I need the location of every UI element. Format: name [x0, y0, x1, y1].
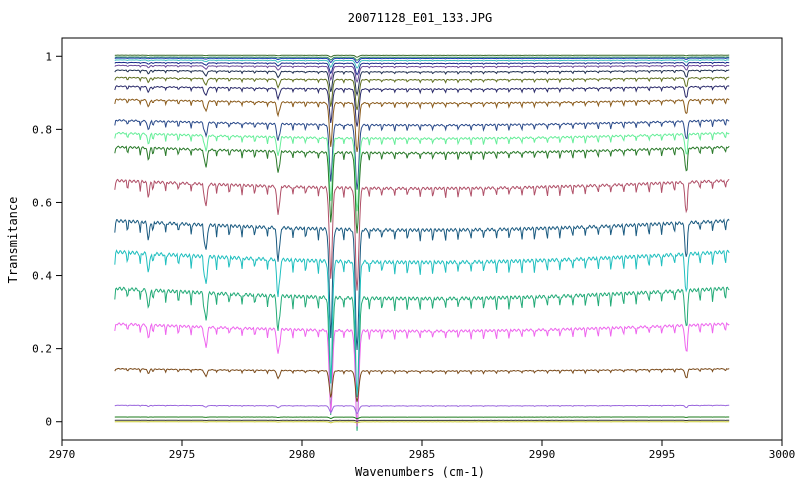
spectrum-series-line	[114, 419, 730, 422]
spectrum-series-line	[114, 76, 730, 111]
chart-title: 20071128_E01_133.JPG	[348, 11, 493, 25]
x-tick-label: 2970	[49, 448, 76, 461]
spectrum-series-line	[114, 69, 730, 97]
series-layer	[114, 54, 730, 431]
plot-background	[62, 38, 782, 440]
y-axis: 0 0.2 0.4 0.6 0.8 1	[32, 50, 62, 429]
x-tick-label: 2975	[169, 448, 196, 461]
x-tick-label: 2980	[289, 448, 316, 461]
y-axis-label: Transmitance	[6, 197, 20, 284]
spectrum-series-line	[114, 119, 730, 190]
spectrum-series-line	[114, 56, 730, 61]
y-tick-label: 0.8	[32, 123, 52, 136]
spectrum-series-line	[114, 64, 730, 84]
spectrum-series-line	[114, 61, 730, 76]
x-tick-label: 2995	[649, 448, 676, 461]
x-axis-label: Wavenumbers (cm-1)	[355, 465, 485, 479]
x-tick-label: 2990	[529, 448, 556, 461]
spectrum-series-line	[114, 131, 730, 212]
y-tick-label: 0	[45, 416, 52, 429]
spectrum-series-line	[114, 416, 730, 420]
y-tick-label: 1	[45, 50, 52, 63]
spectrum-series-line	[114, 322, 730, 427]
spectrum-series-line	[114, 54, 730, 58]
spectrum-series-line	[114, 178, 730, 291]
spectrum-series-line	[114, 218, 730, 351]
y-tick-label: 0.2	[32, 343, 52, 356]
spectrum-series-line	[114, 98, 730, 153]
spectrum-series-line	[114, 145, 730, 234]
spectrum-series-line	[114, 57, 730, 64]
spectrum-series-line	[114, 249, 730, 398]
spectrum-series-line	[114, 85, 730, 127]
spectrum-series-line	[114, 286, 730, 431]
spectrum-series-line	[114, 367, 730, 402]
spectrum-series-line	[114, 421, 730, 424]
spectrum-series-line	[114, 59, 730, 69]
x-axis: 2970 2975 2980 2985 2990 2995 3000	[49, 440, 796, 461]
y-tick-label: 0.6	[32, 196, 52, 209]
spectrum-series-line	[114, 404, 730, 415]
y-tick-label: 0.4	[32, 270, 52, 283]
x-tick-label: 3000	[769, 448, 796, 461]
x-tick-label: 2985	[409, 448, 436, 461]
